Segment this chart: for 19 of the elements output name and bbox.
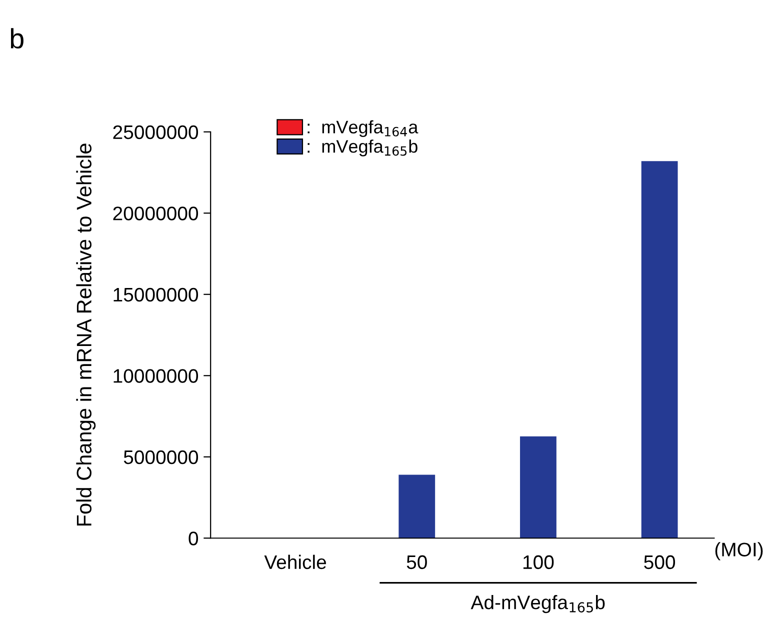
bar <box>641 161 678 538</box>
y-tick-label: 20000000 <box>113 206 198 220</box>
x-tick-label: 50 <box>406 555 427 570</box>
y-tick-label: 5000000 <box>124 450 198 464</box>
y-tick-label: 25000000 <box>113 125 198 140</box>
text: Ad-mVegfa$_{165}$b <box>470 595 605 614</box>
y-tick-label: 0 <box>188 532 198 546</box>
bar <box>520 436 556 538</box>
x-tick-label: Vehicle <box>264 554 326 570</box>
legend-label: : mVegfa$_{164}$a <box>308 120 418 138</box>
legend-label: : mVegfa$_{165}$b <box>308 140 418 156</box>
y-axis-title: Fold Change in mRNA Relative to Vehicle <box>76 144 96 526</box>
y-tick-label: 15000000 <box>114 288 198 302</box>
y-tick-label: 10000000 <box>114 369 198 383</box>
text: (MOI) <box>715 542 763 560</box>
x-tick-label: 500 <box>644 555 676 570</box>
text: b <box>10 28 24 49</box>
x-tick-label: 100 <box>523 555 554 570</box>
bar <box>398 474 436 538</box>
